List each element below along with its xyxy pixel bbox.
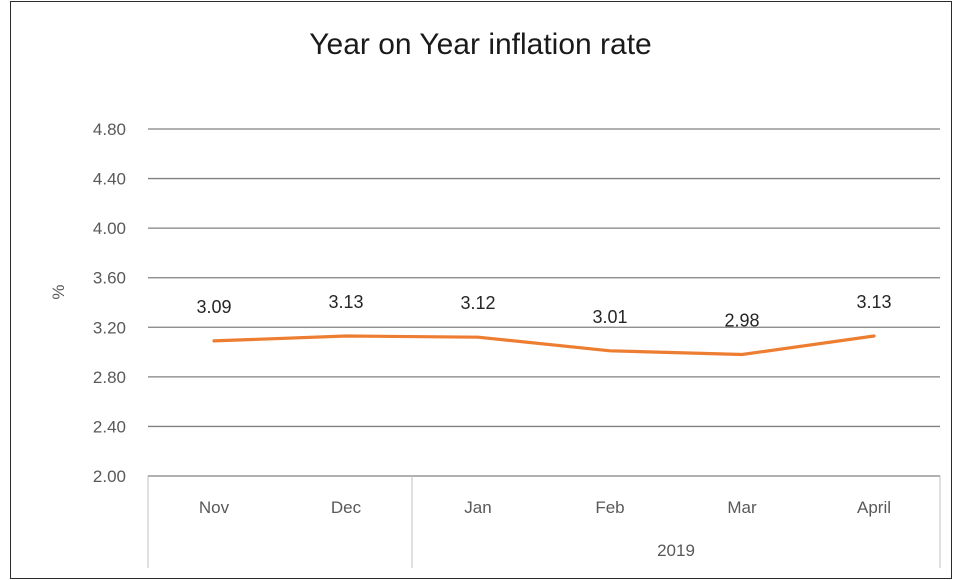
category-label: Feb bbox=[595, 498, 624, 517]
y-tick-label: 2.40 bbox=[93, 417, 126, 436]
category-label: April bbox=[857, 498, 891, 517]
group-label: 2019 bbox=[657, 541, 695, 560]
y-tick-label: 4.40 bbox=[93, 170, 126, 189]
y-tick-label: 2.00 bbox=[93, 467, 126, 486]
gridlines bbox=[148, 128, 940, 477]
x-axis-categories: 2019 Nov Dec Jan Feb Mar April bbox=[147, 476, 941, 568]
y-tick-label: 2.80 bbox=[93, 368, 126, 387]
series-layer bbox=[212, 334, 876, 357]
data-point bbox=[872, 334, 876, 338]
chart-frame bbox=[10, 1, 952, 579]
y-tick-label: 3.20 bbox=[93, 318, 126, 337]
y-tick-label: 4.80 bbox=[93, 120, 126, 139]
data-label: 3.01 bbox=[592, 307, 627, 327]
category-label: Jan bbox=[464, 498, 491, 517]
y-axis-label: % bbox=[49, 284, 68, 299]
y-axis-ticks: 2.00 2.40 2.80 3.20 3.60 4.00 4.40 4.80 bbox=[93, 120, 126, 486]
data-label: 3.12 bbox=[460, 293, 495, 313]
data-point bbox=[740, 353, 744, 356]
series-line bbox=[212, 334, 876, 357]
category-label: Nov bbox=[199, 498, 230, 517]
data-label: 3.13 bbox=[856, 292, 891, 312]
category-label: Mar bbox=[727, 498, 757, 517]
data-point bbox=[476, 336, 480, 339]
y-tick-label: 3.60 bbox=[93, 269, 126, 288]
data-label: 2.98 bbox=[724, 311, 759, 331]
data-point bbox=[344, 334, 348, 338]
chart-title: Year on Year inflation rate bbox=[309, 28, 652, 61]
category-label: Dec bbox=[331, 498, 362, 517]
data-point bbox=[608, 349, 612, 353]
data-label: 3.13 bbox=[328, 292, 363, 312]
y-tick-label: 4.00 bbox=[93, 219, 126, 238]
data-label: 3.09 bbox=[196, 297, 231, 317]
data-point bbox=[212, 339, 216, 343]
data-labels: 3.09 3.13 3.12 3.01 2.98 3.13 bbox=[196, 292, 891, 331]
